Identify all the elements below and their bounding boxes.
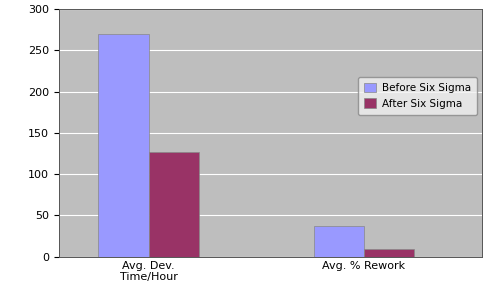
Bar [98, 34, 149, 257]
Bar [364, 249, 414, 257]
Bar [313, 226, 364, 257]
Legend: Before Six Sigma, After Six Sigma: Before Six Sigma, After Six Sigma [358, 77, 477, 115]
Bar [149, 152, 199, 257]
